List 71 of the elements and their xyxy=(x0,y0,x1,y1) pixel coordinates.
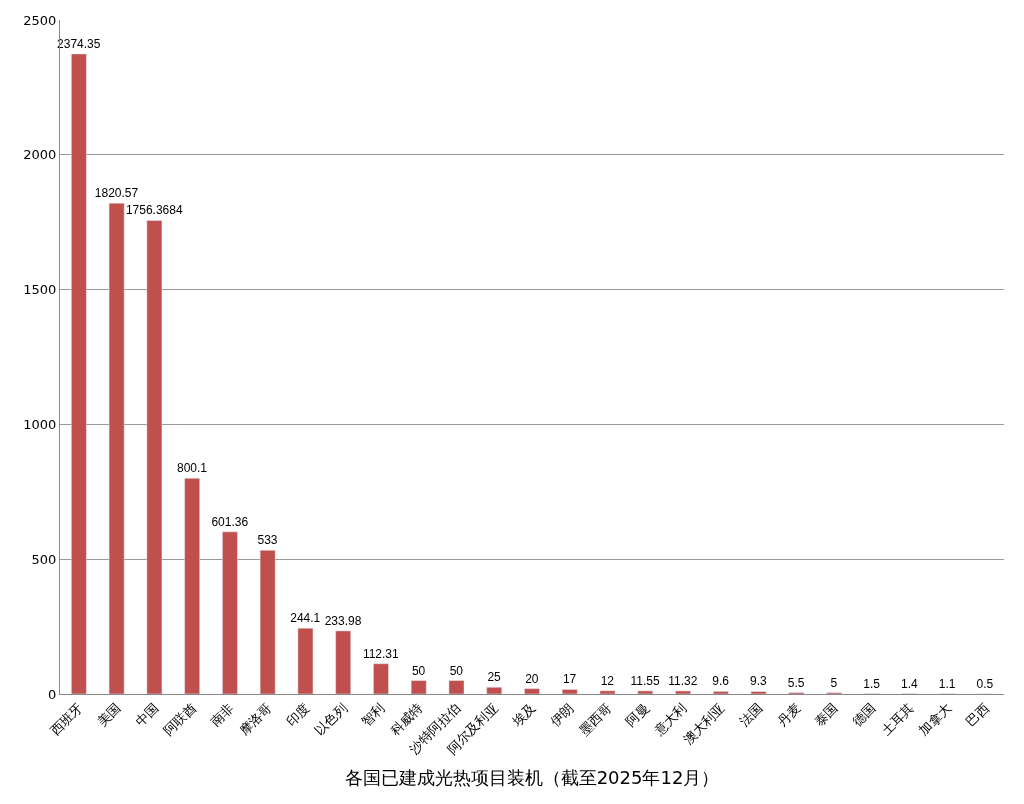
data-label: 601.36 xyxy=(211,514,249,529)
data-label: 1756.3684 xyxy=(125,203,183,218)
bar xyxy=(486,687,503,694)
bar xyxy=(448,680,465,694)
x-tick-label: 德国 xyxy=(849,700,879,730)
x-tick-label: 印度 xyxy=(283,700,313,730)
data-label: 12 xyxy=(600,673,615,688)
x-tick-label: 西班牙 xyxy=(47,700,86,739)
bar xyxy=(373,663,389,694)
x-tick-label: 土耳其 xyxy=(878,700,917,739)
bar xyxy=(108,202,125,694)
bar xyxy=(750,691,767,694)
x-tick-label: 加拿大 xyxy=(915,700,955,739)
bar xyxy=(146,220,163,694)
y-tick-label: 0 xyxy=(48,686,57,702)
data-label: 11.32 xyxy=(668,673,698,688)
data-label: 1.4 xyxy=(901,676,919,691)
bar xyxy=(184,478,200,694)
bar xyxy=(297,627,314,694)
bar xyxy=(637,690,654,694)
x-axis-title: 各国已建成光热项目装机（截至2025年12月） xyxy=(344,766,720,788)
data-label: 244.1 xyxy=(290,611,321,626)
data-label: 112.31 xyxy=(362,646,400,661)
x-tick-label: 丹麦 xyxy=(774,700,804,730)
x-tick-label: 以色列 xyxy=(311,700,350,739)
data-label: 25 xyxy=(487,670,502,685)
data-label: 9.6 xyxy=(712,674,730,689)
y-tick-label: 2500 xyxy=(23,12,57,28)
x-tick-label: 伊朗 xyxy=(547,700,577,730)
x-tick-label: 中国 xyxy=(132,700,162,730)
data-label: 533 xyxy=(257,533,278,548)
x-tick-label: 泰国 xyxy=(811,700,841,730)
data-label: 5 xyxy=(830,675,838,690)
data-label: 20 xyxy=(525,671,539,686)
x-tick-label: 巴西 xyxy=(962,700,992,730)
x-tick-label: 南非 xyxy=(207,700,237,730)
y-tick-label: 2000 xyxy=(23,147,57,163)
bar xyxy=(222,531,238,694)
data-label: 800.1 xyxy=(176,461,208,476)
x-tick-label: 埃及 xyxy=(509,700,539,730)
bar xyxy=(71,53,87,694)
bar xyxy=(410,680,427,694)
data-label: 11.55 xyxy=(630,673,661,688)
x-tick-label: 法国 xyxy=(736,700,766,730)
x-tick-label: 墨西哥 xyxy=(576,700,615,739)
y-tick-label: 500 xyxy=(31,551,57,567)
bar xyxy=(335,630,351,694)
x-tick-label: 摩洛哥 xyxy=(236,700,275,739)
bar xyxy=(259,550,276,694)
data-label: 9.3 xyxy=(750,674,768,689)
data-label: 0.5 xyxy=(976,676,994,691)
data-label: 233.98 xyxy=(324,613,362,628)
bar xyxy=(524,688,540,694)
data-label: 2374.35 xyxy=(57,36,101,51)
bar xyxy=(599,690,616,694)
data-label: 1820.57 xyxy=(94,186,139,201)
data-label: 1.1 xyxy=(938,676,956,691)
bar xyxy=(713,691,729,694)
data-label: 50 xyxy=(411,663,426,678)
bar xyxy=(675,690,691,694)
y-tick-label: 1500 xyxy=(23,282,57,298)
data-label: 5.5 xyxy=(787,675,805,690)
data-label: 17 xyxy=(562,672,577,687)
x-tick-label: 阿曼 xyxy=(623,700,652,730)
x-tick-label: 美国 xyxy=(94,700,124,730)
data-label: 50 xyxy=(449,663,464,678)
x-tick-label: 阿联酋 xyxy=(160,700,199,739)
y-tick-label: 1000 xyxy=(23,416,57,432)
data-label: 1.5 xyxy=(863,676,881,691)
x-tick-label: 智利 xyxy=(358,700,388,730)
bar xyxy=(561,689,578,694)
